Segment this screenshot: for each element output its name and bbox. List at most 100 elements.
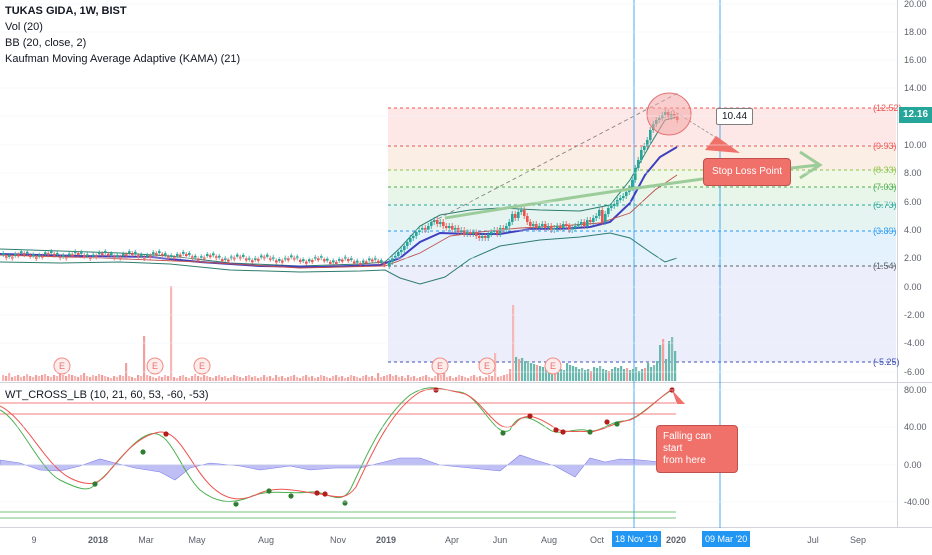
candle-body (68, 253, 71, 256)
candle-body (182, 251, 185, 254)
volume-bar (590, 371, 593, 381)
earnings-marker[interactable] (146, 357, 164, 375)
legend-bollinger[interactable]: BB (20, close, 2) (5, 37, 87, 49)
time-axis-label: Nov (330, 535, 347, 545)
earnings-marker[interactable] (53, 357, 71, 375)
highlight-circle[interactable] (646, 92, 692, 136)
volume-bar (68, 374, 71, 381)
volume-bar (275, 375, 278, 381)
trend-down-line[interactable] (671, 109, 721, 141)
candle-body (565, 224, 568, 226)
candle-body (598, 210, 601, 216)
candle-body (562, 224, 565, 228)
earnings-marker[interactable] (431, 357, 449, 375)
volume-bar (326, 377, 329, 381)
indicator-axis[interactable]: 80.00 40.00 0.00 -40.00 (0, 385, 930, 507)
volume-bar (662, 339, 665, 381)
volume-bar (413, 376, 416, 381)
candle-body (170, 255, 173, 258)
volume-bar (128, 376, 131, 381)
candle-body (371, 259, 374, 262)
candle-body (418, 230, 421, 232)
candle-body (275, 260, 278, 263)
volume-bar (77, 377, 80, 381)
volume-bar (365, 375, 368, 381)
price-note-label[interactable]: 10.44 (716, 108, 754, 125)
candle-body (161, 253, 164, 256)
volume-bar (449, 376, 452, 381)
candle-body (71, 254, 74, 257)
candle-body (83, 255, 86, 258)
candle-body (32, 254, 35, 257)
candle-body (317, 258, 320, 261)
candle-body (547, 226, 550, 228)
time-axis-label: 2020 (666, 535, 686, 545)
volume-bar (437, 373, 440, 381)
earnings-marker[interactable] (193, 357, 211, 375)
volume-bar (509, 369, 512, 381)
earnings-marker[interactable] (478, 357, 496, 375)
volume-bar (95, 376, 98, 381)
fib-label: (1.54) (873, 261, 897, 271)
volume-bar (140, 376, 143, 381)
legend-volume[interactable]: Vol (20) (5, 21, 43, 33)
wt-cross-dot (527, 413, 533, 419)
main-price-axis[interactable]: 20.0018.0016.0014.0012.0010.008.006.004.… (0, 0, 927, 377)
volume-bar (143, 336, 146, 381)
candle-body (586, 220, 589, 226)
volume-bar (335, 375, 338, 381)
indicator-title[interactable]: WT_CROSS_LB (10, 21, 60, 53, -60, -53) (5, 389, 209, 401)
candle-body (445, 226, 448, 228)
volume-bar (161, 377, 164, 381)
volume-bar (56, 376, 59, 381)
volume-bar (476, 377, 479, 381)
volume-bar (50, 377, 53, 381)
wt-cross-dot (560, 429, 566, 435)
volume-bar (17, 375, 20, 381)
candle-body (448, 226, 451, 228)
candle-body (436, 220, 439, 224)
volume-bar (86, 376, 89, 381)
symbol-title[interactable]: TUKAS GIDA, 1W, BIST (5, 5, 127, 17)
volume-bar (137, 375, 140, 381)
volume-bar (131, 377, 134, 381)
volume-bar (323, 376, 326, 381)
volume-bar (557, 368, 560, 381)
candle-body (38, 254, 41, 257)
candle-body (622, 196, 625, 198)
volume-bar (89, 377, 92, 381)
volume-bar (524, 361, 527, 381)
candle-body (394, 256, 397, 258)
trend-dashed-line[interactable] (431, 92, 679, 223)
candle-body (403, 246, 406, 250)
candle-body (505, 226, 508, 230)
candle-body (209, 255, 212, 258)
candle-body (472, 232, 475, 234)
indicator-pane[interactable] (0, 383, 897, 528)
stop-loss-callout[interactable]: Stop Loss Point (703, 158, 792, 186)
date-badge-nov: 18 Nov '19 (612, 531, 661, 547)
candle-body (377, 260, 380, 263)
candle-body (454, 228, 457, 230)
volume-bar (401, 376, 404, 381)
candle-body (2, 253, 5, 255)
volume-bar (134, 378, 137, 381)
candle-body (502, 228, 505, 230)
indicator-axis-tick: -40.00 (904, 497, 930, 507)
candle-body (511, 214, 514, 222)
candle-body (227, 259, 230, 262)
earnings-marker[interactable] (544, 357, 562, 375)
candle-body (493, 230, 496, 232)
green-arrowhead[interactable] (799, 150, 823, 180)
fib-lines[interactable]: (12.52) (9.93) (8.33) (7.03) (5.73) (3.89) (1.… (388, 103, 902, 367)
wt-callout[interactable]: Falling can start from here (656, 425, 738, 473)
candle-body (215, 256, 218, 259)
legend-kama[interactable]: Kaufman Moving Average Adaptive (KAMA) (… (5, 53, 241, 65)
volume-bar (53, 375, 56, 381)
candle-body (20, 251, 23, 254)
candle-body (23, 253, 26, 256)
time-axis-label: Jun (493, 535, 508, 545)
